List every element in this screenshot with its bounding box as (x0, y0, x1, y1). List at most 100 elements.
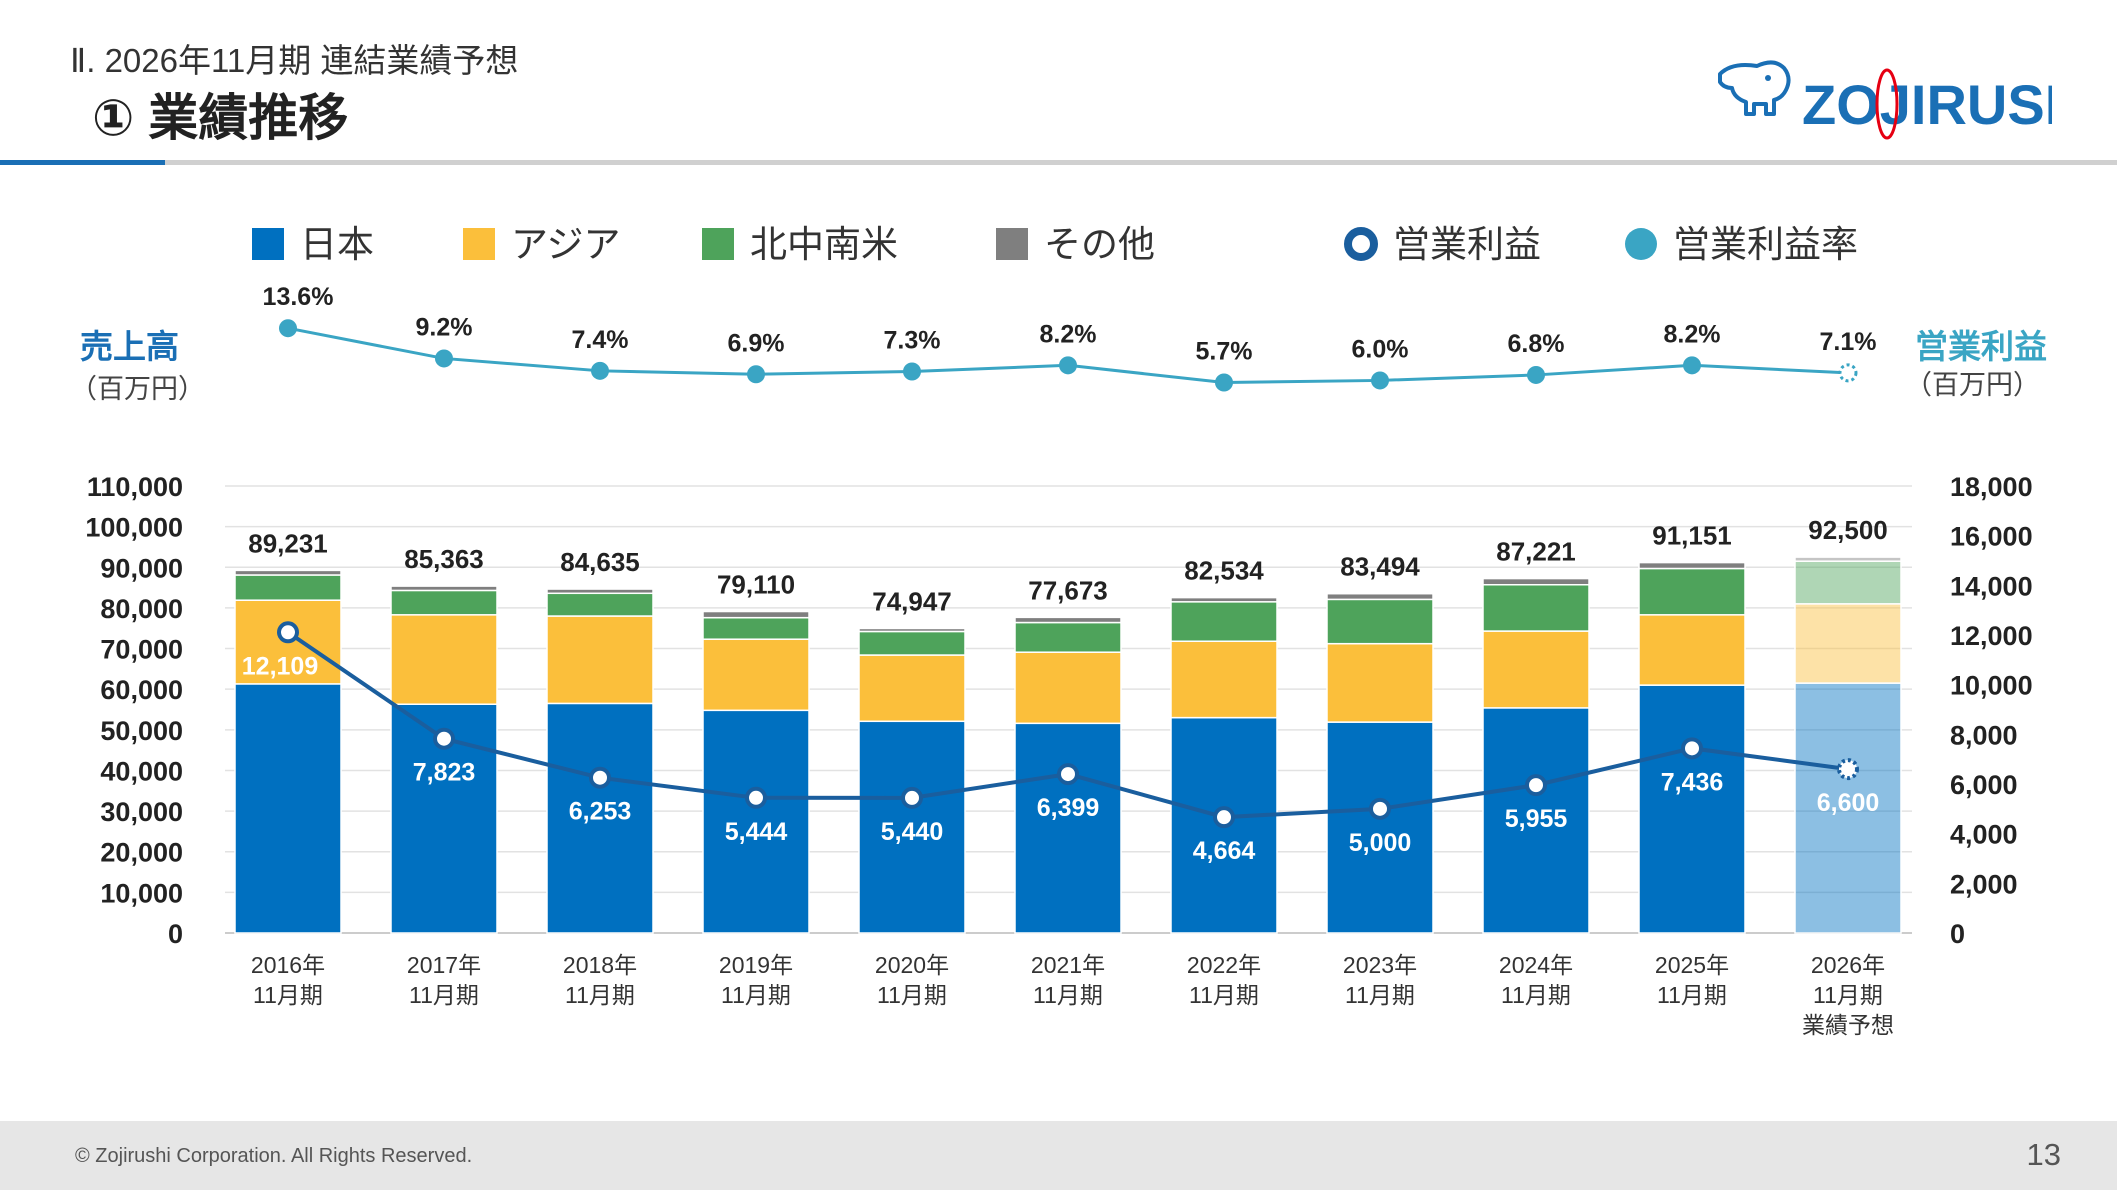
right-tick-label-9: 18,000 (1950, 472, 2033, 502)
left-tick-label-3: 30,000 (100, 797, 183, 827)
margin-point-3 (747, 365, 765, 384)
sales-profit-chart: 日本 アジア 北中南米 その他 営業利益 営業利益率売上高（百万円）営業利益（百万円）01… (70, 224, 2047, 1038)
category-label-10-0: 2026年 (1811, 952, 1885, 978)
page-title: ① 業績推移 (92, 90, 349, 146)
profit-point-5 (1057, 763, 1079, 786)
bar-segment-2-2 (546, 592, 654, 617)
bar-segment-3-10 (1794, 556, 1902, 562)
page-number: 13 (2026, 1137, 2061, 1172)
profit-point-1 (433, 727, 455, 750)
category-label-7-1: 11月期 (1345, 982, 1415, 1008)
bar-segment-2-9 (1638, 567, 1746, 616)
profit-point-6 (1213, 806, 1235, 829)
left-tick-label-1: 10,000 (100, 878, 183, 908)
category-label-10-1: 11月期 (1813, 982, 1883, 1008)
margin-point-6 (1215, 373, 1233, 392)
bar-segment-1-8 (1482, 630, 1590, 709)
header-rule (0, 160, 2117, 165)
margin-label-10: 7.1% (1820, 328, 1877, 356)
margin-label-8: 6.8% (1508, 330, 1565, 358)
legend-swatch-2 (702, 228, 734, 260)
right-tick-label-1: 2,000 (1950, 869, 2018, 899)
category-label-4-1: 11月期 (877, 982, 947, 1008)
margin-label-6: 5.7% (1196, 338, 1253, 366)
bar-segment-2-5 (1014, 621, 1122, 653)
legend-label-1: アジア (511, 224, 621, 265)
bar-segment-0-3 (702, 709, 810, 934)
profit-label-4: 5,440 (881, 818, 944, 846)
left-tick-label-10: 100,000 (85, 513, 183, 543)
elephant-icon (1718, 60, 1791, 116)
bar-segment-1-1 (390, 614, 498, 705)
category-label-3-0: 2019年 (719, 952, 793, 978)
bar-segment-3-6 (1170, 596, 1278, 603)
right-tick-label-2: 4,000 (1950, 820, 2018, 850)
profit-point-2 (589, 766, 611, 789)
right-tick-label-0: 0 (1950, 919, 1965, 949)
margin-point-4 (903, 362, 921, 381)
margin-point-7 (1371, 371, 1389, 390)
bar-segment-1-4 (858, 654, 966, 723)
zojirushi-logo: ZOJIRUSHI (1718, 60, 2052, 140)
bar-segment-2-7 (1326, 598, 1434, 645)
bar-segment-3-0 (234, 569, 342, 576)
left-tick-label-0: 0 (168, 919, 183, 949)
bar-total-label-7: 83,494 (1340, 552, 1420, 582)
left-tick-label-6: 60,000 (100, 675, 183, 705)
bar-total-label-10: 92,500 (1808, 515, 1888, 545)
category-label-9-0: 2025年 (1655, 952, 1729, 978)
bar-segment-0-7 (1326, 721, 1434, 934)
right-tick-label-5: 10,000 (1950, 671, 2033, 701)
bar-total-label-3: 79,110 (717, 570, 795, 600)
bar-segment-3-2 (546, 588, 654, 595)
category-label-5-1: 11月期 (1033, 982, 1103, 1008)
right-tick-label-8: 16,000 (1950, 522, 2033, 552)
bar-segment-1-3 (702, 638, 810, 712)
bar-total-label-9: 91,151 (1652, 521, 1732, 551)
profit-point-0 (277, 621, 299, 644)
category-label-2-0: 2018年 (563, 952, 637, 978)
bar-segment-0-4 (858, 720, 966, 934)
left-tick-label-11: 110,000 (87, 472, 183, 502)
right-tick-label-7: 14,000 (1950, 571, 2033, 601)
profit-label-9: 7,436 (1661, 768, 1724, 796)
margin-point-9 (1683, 356, 1701, 375)
margin-point-1 (435, 349, 453, 368)
category-label-2-1: 11月期 (565, 982, 635, 1008)
legend-label-3: その他 (1044, 224, 1155, 265)
bar-segment-1-9 (1638, 614, 1746, 686)
profit-point-4 (901, 786, 923, 809)
margin-label-3: 6.9% (728, 329, 785, 357)
right-axis-unit: （百万円） (1905, 370, 2040, 400)
bar-total-label-0: 89,231 (248, 528, 328, 558)
bar-total-label-8: 87,221 (1496, 537, 1576, 567)
bar-segment-0-8 (1482, 707, 1590, 934)
left-tick-label-8: 80,000 (100, 594, 183, 624)
left-tick-label-7: 70,000 (100, 635, 183, 665)
bar-segment-3-5 (1014, 616, 1122, 624)
category-label-6-0: 2022年 (1187, 952, 1261, 978)
profit-point-7 (1369, 797, 1391, 820)
margin-label-4: 7.3% (884, 327, 941, 355)
left-axis-title: 売上高 (80, 328, 179, 365)
bar-total-label-4: 74,947 (872, 586, 952, 616)
header-subtitle: Ⅱ. 2026年11月期 連結業績予想 (70, 42, 519, 79)
bar-segment-2-8 (1482, 583, 1590, 632)
category-label-0-1: 11月期 (253, 982, 323, 1008)
left-axis-unit: （百万円） (70, 374, 205, 404)
right-tick-label-4: 8,000 (1950, 720, 2018, 750)
bar-segment-3-9 (1638, 561, 1746, 570)
bar-segment-3-3 (702, 610, 810, 619)
bar-segment-3-7 (1326, 592, 1434, 601)
category-label-0-0: 2016年 (251, 952, 325, 978)
margin-point-0 (279, 319, 297, 338)
profit-label-8: 5,955 (1505, 805, 1568, 833)
margin-label-5: 8.2% (1040, 320, 1097, 348)
bar-segment-3-1 (390, 585, 498, 592)
category-label-6-1: 11月期 (1189, 982, 1259, 1008)
margin-label-9: 8.2% (1664, 320, 1721, 348)
bar-total-label-2: 84,635 (560, 547, 640, 577)
header-rule-accent (0, 160, 165, 165)
legend-label-4: 営業利益 (1393, 224, 1541, 265)
profit-point-3 (745, 786, 767, 809)
